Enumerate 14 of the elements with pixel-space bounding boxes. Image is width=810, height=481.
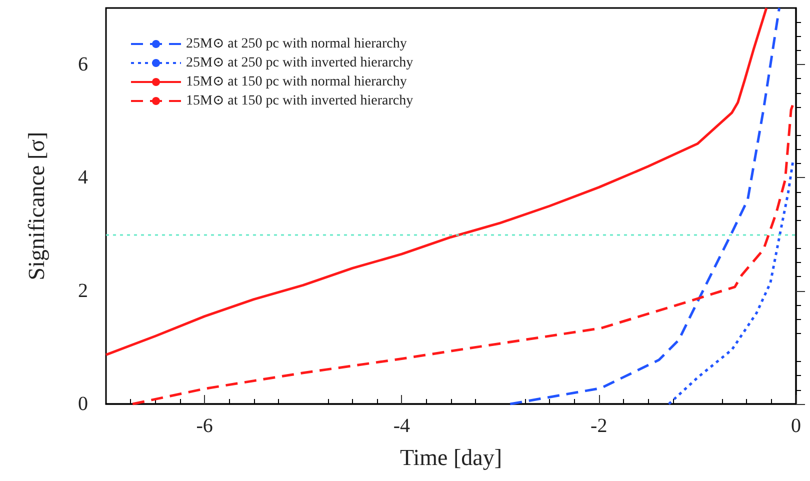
x-tick-label: -6 bbox=[196, 415, 213, 437]
y-tick-label: 2 bbox=[78, 280, 88, 302]
legend-label: 15M⊙ at 150 pc with inverted hierarchy bbox=[186, 94, 414, 108]
legend-label: 15M⊙ at 150 pc with normal hierarchy bbox=[186, 74, 407, 90]
y-tick-label: 6 bbox=[78, 54, 88, 76]
x-tick-label: -2 bbox=[590, 415, 608, 437]
x-axis-title: Time [day] bbox=[400, 445, 502, 470]
y-tick-label: 4 bbox=[78, 166, 88, 189]
legend-label: 25M⊙ at 250 pc with inverted hierarchy bbox=[186, 56, 414, 70]
legend-label: 25M⊙ at 250 pc with normal hierarchy bbox=[186, 36, 407, 52]
x-tick-label: 0 bbox=[791, 415, 801, 437]
y-axis-title: Significance [σ] bbox=[24, 132, 49, 280]
y-tick-label: 0 bbox=[78, 393, 88, 415]
x-tick-label: -4 bbox=[393, 415, 410, 437]
